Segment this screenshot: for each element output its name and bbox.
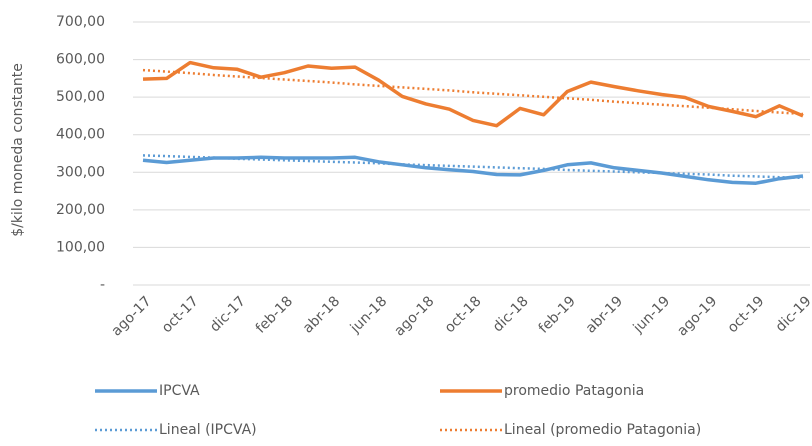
x-tick-label: oct-17: [159, 293, 202, 336]
x-tick-label: oct-19: [725, 293, 768, 336]
legend-label: promedio Patagonia: [504, 383, 644, 399]
x-tick-label: abr-18: [300, 293, 343, 336]
x-tick-label: feb-18: [253, 293, 296, 336]
x-tick-label: dic-19: [773, 293, 812, 335]
x-tick-label: jun-19: [630, 293, 673, 336]
trend-line: [142, 68, 804, 116]
legend-label: Lineal (promedio Patagonia): [504, 422, 701, 438]
y-tick-label: 200,00: [56, 202, 105, 218]
y-tick-label: 400,00: [56, 127, 105, 143]
x-tick-label: dic-18: [490, 293, 532, 335]
x-tick-label: feb-19: [536, 293, 579, 336]
y-tick-label: 300,00: [56, 164, 105, 180]
y-tick-label: 700,00: [56, 14, 105, 30]
x-tick-label: abr-19: [583, 293, 626, 336]
x-tick-label: ago-19: [674, 293, 720, 339]
legend-label: IPCVA: [159, 383, 200, 399]
trend-line: [142, 154, 804, 180]
y-tick-label: 600,00: [56, 52, 105, 68]
x-tick-label: ago-18: [391, 293, 437, 339]
series-line: [142, 60, 804, 128]
x-tick-label: dic-17: [207, 293, 249, 335]
series-line: [142, 155, 804, 185]
y-tick-label: -: [100, 277, 105, 293]
x-tick-label: jun-18: [347, 293, 390, 336]
x-tick-label: ago-17: [109, 293, 155, 339]
y-axis-title: $/kilo moneda constante: [10, 63, 26, 237]
y-tick-label: 100,00: [56, 239, 105, 255]
legend-label: Lineal (IPCVA): [159, 422, 257, 438]
y-tick-label: 500,00: [56, 89, 105, 105]
x-tick-label: oct-18: [442, 293, 485, 336]
